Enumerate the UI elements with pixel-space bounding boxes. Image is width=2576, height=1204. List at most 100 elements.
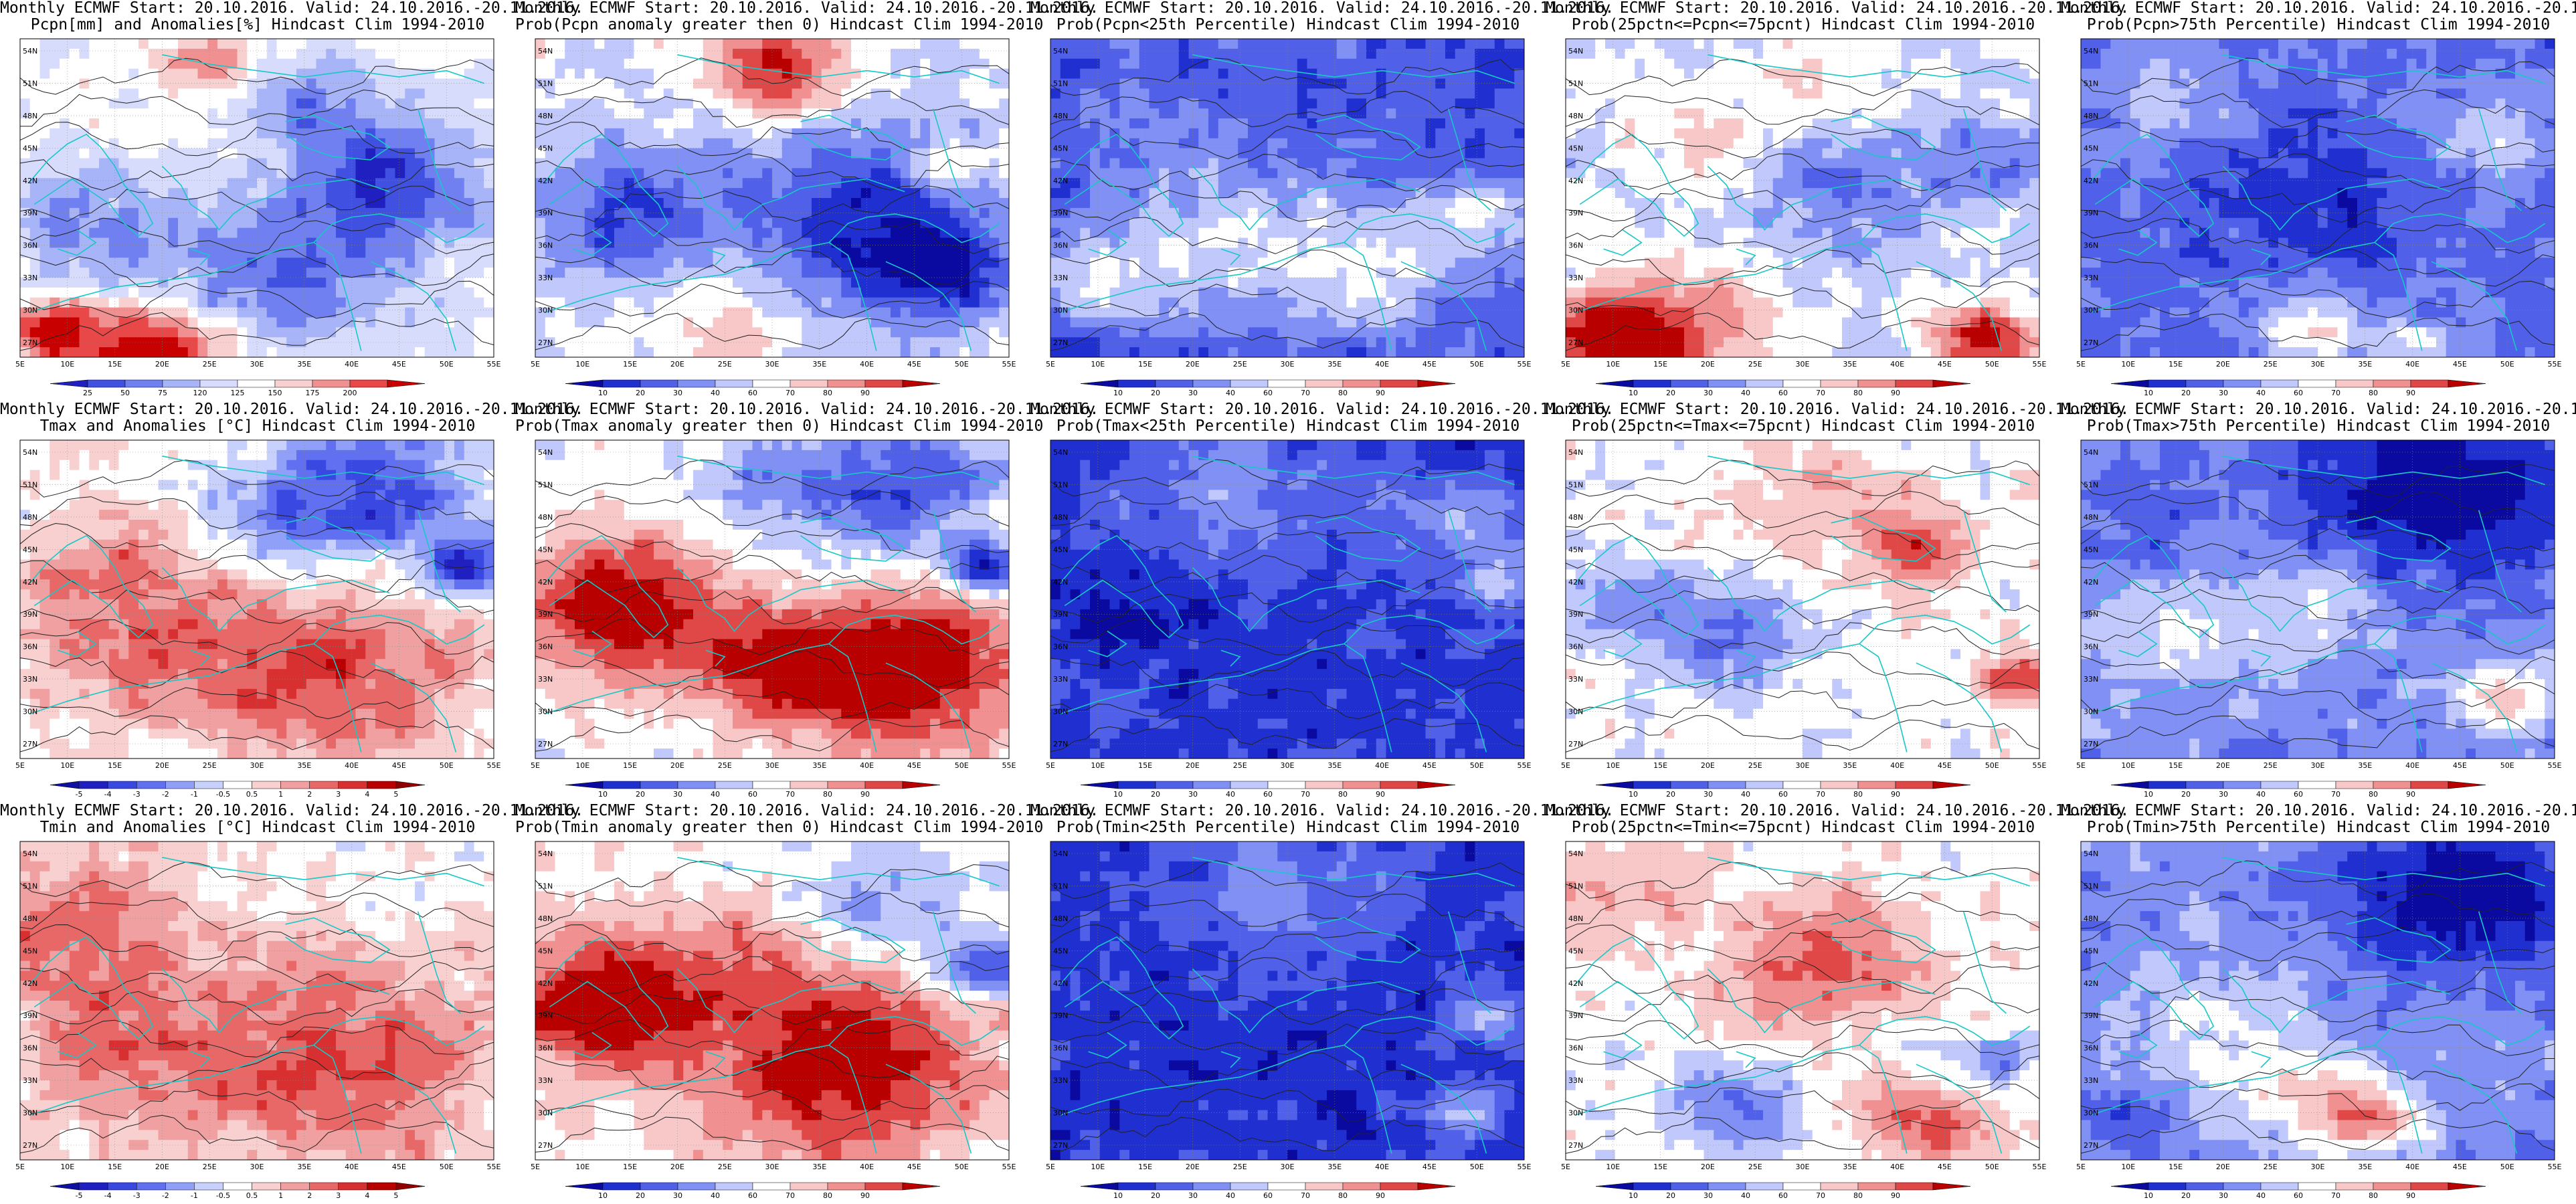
lon-tick-label: 35E (1327, 761, 1342, 770)
lat-tick-label: 27N (538, 1141, 553, 1150)
coastlines (2090, 456, 2546, 752)
map-panel: Monthly ECMWF Start: 20.10.2016. Valid: … (1030, 803, 1614, 1204)
colorbar-label: 80 (1338, 1191, 1348, 1200)
lat-tick-label: 42N (2084, 578, 2098, 587)
coastlines (1059, 857, 1515, 1154)
lon-tick-label: 5E (531, 1163, 540, 1171)
panel-title: Monthly ECMWF Start: 20.10.2016. Valid: … (1030, 803, 1614, 836)
lat-tick-label: 45N (23, 144, 37, 153)
colorbar-swatch (1895, 781, 1934, 789)
lat-tick-label: 30N (538, 1109, 553, 1118)
lat-tick-label: 39N (538, 1011, 553, 1020)
colorbar-swatch (338, 1182, 368, 1191)
lon-tick-label: 5E (1046, 1163, 1055, 1171)
colorbar-swatch (1117, 1182, 1156, 1191)
lat-tick-label: 45N (2084, 144, 2098, 153)
lon-tick-label: 25E (2264, 360, 2278, 369)
colorbar-swatch (194, 781, 223, 789)
lon-tick-label: 55E (1002, 1163, 1016, 1171)
map-frame (19, 841, 494, 1161)
lon-tick-label: 40E (345, 761, 359, 770)
colorbar-swatch (2223, 781, 2262, 789)
colorbar-label: 90 (1891, 1191, 1900, 1200)
panel-title-line2: Pcpn[mm] and Anomalies[%] Hindcast Clim … (0, 17, 515, 33)
colorbar-swatch (50, 379, 88, 388)
colorbar-label: 10 (598, 790, 608, 799)
colorbar-label: 30 (673, 389, 682, 397)
contour-lines (1050, 459, 1524, 752)
colorbar-swatch (194, 1182, 223, 1191)
colorbar-swatch (602, 781, 641, 789)
lat-tick-label: 45N (1568, 144, 1583, 153)
colorbar-swatch (1745, 379, 1784, 388)
colorbar-label: 10 (2144, 790, 2153, 799)
anomaly-field (2081, 440, 2555, 759)
lon-tick-label: 10E (575, 761, 589, 770)
colorbar-swatch (1595, 379, 1634, 388)
colorbar-label: 60 (2294, 1191, 2303, 1200)
lon-tick-label: 15E (2169, 360, 2183, 369)
lat-tick-label: 48N (1053, 112, 1068, 120)
colorbar-label: 60 (1778, 389, 1788, 397)
lon-tick-label: 5E (2076, 1163, 2086, 1171)
lat-tick-label: 42N (1053, 979, 1068, 988)
panel-title-line2: Prob(25pctn<=Tmax<=75pcnt) Hindcast Clim… (1546, 418, 2061, 435)
lat-tick-label: 51N (23, 79, 37, 88)
anomaly-field (2081, 841, 2555, 1160)
lon-tick-label: 40E (860, 761, 874, 770)
lon-tick-label: 30E (2311, 761, 2325, 770)
colorbar-swatch (107, 1182, 137, 1191)
panel-title-line2: Prob(Tmax>75th Percentile) Hindcast Clim… (2061, 418, 2576, 435)
colorbar-swatch (2298, 379, 2336, 388)
lon-tick-label: 35E (297, 360, 311, 369)
colorbar-swatch (2223, 1182, 2262, 1191)
lat-tick-label: 27N (1053, 338, 1068, 347)
lat-tick-label: 42N (1568, 578, 1583, 587)
colorbar-swatch (902, 379, 941, 388)
colorbar-swatch (677, 781, 716, 789)
map-frame (535, 38, 1010, 358)
lon-tick-label: 55E (487, 761, 501, 770)
graticule (535, 440, 1009, 759)
lon-tick-label: 55E (1517, 1163, 1532, 1171)
lon-tick-label: 20E (670, 1163, 684, 1171)
colorbar-label: 30 (1188, 790, 1198, 799)
lat-tick-label: 54N (1053, 849, 1068, 858)
colorbar-swatch (87, 379, 126, 388)
lon-tick-label: 40E (345, 1163, 359, 1171)
lon-tick-label: 35E (1327, 360, 1342, 369)
colorbar-swatch (237, 379, 276, 388)
lon-tick-label: 50E (1470, 761, 1484, 770)
lon-tick-label: 55E (1002, 360, 1016, 369)
lat-tick-label: 42N (538, 979, 553, 988)
colorbar-label: -3 (133, 790, 141, 799)
anomaly-field (20, 440, 494, 759)
lon-tick-label: 15E (1138, 761, 1152, 770)
lat-tick-label: 27N (1053, 740, 1068, 748)
lon-tick-label: 15E (108, 761, 122, 770)
colorbar-label: -1 (191, 790, 198, 799)
lat-tick-label: 30N (1053, 708, 1068, 716)
panel-title-line2: Prob(Pcpn anomaly greater then 0) Hindca… (515, 17, 1043, 33)
lat-tick-label: 36N (2084, 643, 2098, 651)
lon-tick-label: 10E (60, 360, 74, 369)
lat-tick-label: 30N (1568, 708, 1583, 716)
colorbar-label: 10 (1629, 389, 1638, 397)
lon-tick-label: 20E (670, 761, 684, 770)
lat-tick-label: 30N (538, 306, 553, 315)
lon-tick-label: 15E (1138, 1163, 1152, 1171)
panel-title-line2: Tmin and Anomalies [°C] Hindcast Clim 19… (0, 819, 515, 836)
lon-tick-label: 45E (392, 1163, 406, 1171)
lon-tick-label: 50E (2500, 761, 2514, 770)
colorbar-swatch (1380, 781, 1418, 789)
colorbar-swatch (274, 379, 313, 388)
lon-tick-label: 25E (1748, 1163, 1762, 1171)
lon-tick-label: 20E (1701, 360, 1715, 369)
lat-tick-label: 54N (1053, 448, 1068, 457)
lat-tick-label: 42N (1053, 177, 1068, 185)
colorbar-label: -0.5 (216, 1191, 230, 1200)
lat-tick-label: 48N (1053, 513, 1068, 522)
lat-tick-label: 51N (1568, 882, 1583, 890)
lon-tick-label: 35E (1843, 761, 1857, 770)
colorbar-label: 60 (2294, 790, 2303, 799)
